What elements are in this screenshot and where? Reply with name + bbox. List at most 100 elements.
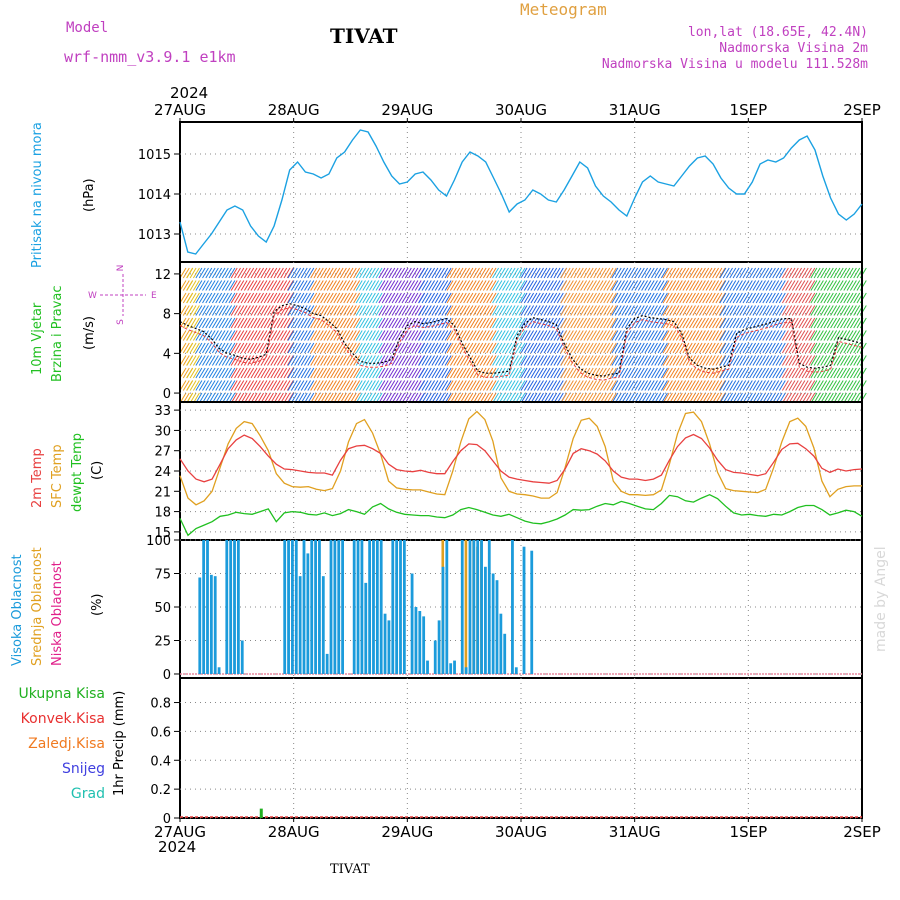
- cloud-bar-high: [318, 540, 321, 674]
- cloud-bar-high: [449, 663, 453, 674]
- meteogram-title: Meteogram: [520, 0, 607, 19]
- y-tick-label: 18: [154, 506, 171, 521]
- cloud-bar-high: [360, 540, 364, 674]
- cloud-bar-high: [511, 540, 514, 674]
- y-tick-label: 0: [163, 387, 171, 402]
- precip-bar-total: [259, 808, 263, 818]
- cloud-bar-high: [229, 540, 233, 674]
- cloud-bar-high: [356, 540, 360, 674]
- cloud-bar-high: [364, 582, 368, 674]
- x-tick-label-top: 27AUG: [154, 101, 206, 119]
- y-tick-label: 21: [154, 485, 171, 500]
- compass-s: S: [116, 319, 126, 325]
- cloud-bar-high: [206, 540, 209, 674]
- cloud-bar-high: [372, 540, 375, 674]
- cloud-bar-high: [491, 573, 495, 674]
- cloud-bar-high: [314, 540, 317, 674]
- y-tick-label: 100: [146, 534, 171, 549]
- cloud-bar-high: [441, 566, 445, 674]
- precip-legend-hail: Grad: [70, 786, 105, 802]
- y-tick-label: 4: [163, 347, 171, 362]
- temp2m-line: [179, 433, 863, 484]
- cloud-bar-high: [464, 667, 468, 674]
- cloud-bar-high: [426, 660, 429, 674]
- cloud-bar-high: [422, 616, 426, 674]
- cloud-bar-high: [395, 540, 399, 674]
- wind-speed-line: [179, 303, 863, 377]
- x-tick-label-bottom: 1SEP: [730, 823, 768, 841]
- precip-legend-total: Ukupna Kisa: [18, 686, 105, 702]
- year-top: 2024: [170, 84, 209, 102]
- cloud-bar-high: [198, 577, 202, 674]
- x-tick-label-bottom: 28AUG: [268, 823, 320, 841]
- sfc-temp-line: [179, 410, 862, 506]
- cloud-bar-high: [283, 540, 287, 674]
- y-tick-label: 1014: [138, 188, 171, 203]
- cloud-bar-high: [476, 540, 480, 674]
- year-bottom: 2024: [158, 838, 197, 856]
- cloud-bar-high: [387, 620, 391, 674]
- y-tick-label: 8: [163, 308, 171, 323]
- cloud-bar-high: [522, 546, 526, 674]
- pressure-line: [179, 129, 863, 255]
- y-tick-label: 0.4: [150, 754, 171, 769]
- cloud-bar-high: [233, 540, 236, 674]
- cloud-bar-high: [225, 540, 229, 674]
- y-tick-label: 0.6: [150, 725, 171, 740]
- x-tick-label-top: 28AUG: [268, 101, 320, 119]
- cloud-bar-high: [341, 540, 344, 674]
- cloud-bar-high: [480, 540, 483, 674]
- model-label: Model: [66, 20, 109, 36]
- y-tick-label: 15: [154, 526, 171, 541]
- y-tick-label: 50: [154, 601, 171, 616]
- cloud-bar-high: [325, 653, 329, 674]
- cloud-bar-high: [499, 613, 503, 674]
- x-tick-label-bottom: 31AUG: [609, 823, 661, 841]
- cloud-bar-high: [414, 606, 418, 674]
- cloud-bar-high: [240, 640, 244, 674]
- cloud-bar-high: [329, 540, 333, 674]
- y-tick-label: 12: [154, 268, 171, 283]
- y-tick-label: 0.8: [150, 697, 171, 712]
- y-tick-label: 1013: [138, 228, 171, 243]
- dewpt-line: [179, 493, 863, 537]
- x-tick-label-top: 2SEP: [843, 101, 881, 119]
- y-tick-label: 27: [154, 445, 171, 460]
- cloud-bar-high: [298, 576, 302, 674]
- cloud-bar-high: [236, 540, 240, 674]
- cloud-bar-high: [375, 540, 379, 674]
- x-tick-label-bottom: 29AUG: [381, 823, 433, 841]
- y-tick-label: 0: [163, 812, 171, 827]
- x-tick-label-top: 29AUG: [381, 101, 433, 119]
- cloud-bar-high: [337, 540, 341, 674]
- cloud-bar-high: [209, 574, 213, 674]
- y-tick-label: 30: [154, 424, 171, 439]
- x-tick-label-bottom: 27AUG: [154, 823, 206, 841]
- cloud-bar-high: [379, 540, 383, 674]
- cloud-bar-high: [468, 540, 472, 674]
- cloud-bar-high: [294, 540, 298, 674]
- lonlat-info: lon,lat (18.65E, 42.4N): [687, 25, 868, 40]
- station-title: TIVAT: [330, 24, 398, 48]
- cloud-bar-high: [321, 576, 325, 674]
- cloud-bar-high: [302, 540, 306, 674]
- y-tick-label: 33: [154, 404, 171, 419]
- cloud-bar-high: [399, 540, 402, 674]
- cloud-bar-high: [291, 540, 294, 674]
- cloud-bar-high: [472, 540, 476, 674]
- cloud-bar-high: [437, 620, 441, 674]
- cloud-bar-high: [445, 540, 449, 674]
- compass-e: E: [151, 291, 157, 301]
- x-tick-label-top: 1SEP: [730, 101, 768, 119]
- cloud-bar-high: [453, 660, 456, 674]
- wind-gust-line: [179, 307, 863, 381]
- cloud-bar-high: [202, 540, 206, 674]
- precip-legend-frz: Zaledj.Kisa: [28, 736, 105, 752]
- cloud-bar-high: [383, 613, 387, 674]
- x-tick-label-bottom: 30AUG: [495, 823, 547, 841]
- y-tick-label: 24: [154, 465, 171, 480]
- cloud-bar-mid: [464, 540, 468, 674]
- cloud-bar-high: [418, 611, 422, 674]
- cloud-bar-high: [306, 553, 310, 674]
